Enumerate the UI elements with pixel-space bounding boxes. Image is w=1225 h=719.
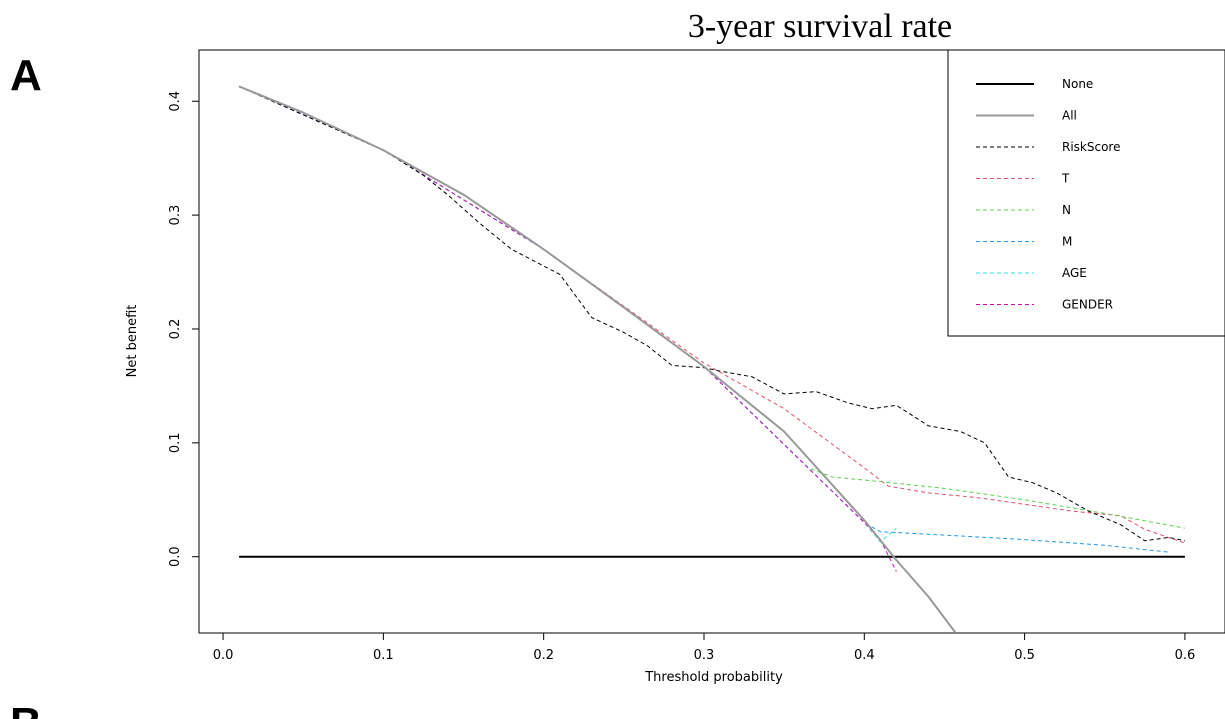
x-tick-label: 0.3: [694, 648, 715, 663]
axes: 0.0 0.1 0.2 0.3 0.4 0.5 0.6 0.0 0.1 0.2 0.3 0.4: [168, 91, 1195, 663]
legend-label-n: N: [1062, 203, 1071, 217]
series-line-age: [238, 85, 897, 543]
plot-lines: [238, 85, 1186, 633]
y-tick-label: 0.2: [168, 319, 183, 340]
y-tick-label: 0.1: [168, 432, 183, 453]
y-axis-label: Net benefit: [125, 305, 140, 378]
panel-label-a: A: [10, 51, 42, 100]
x-axis-label: Threshold probability: [644, 670, 783, 685]
plot-frame: [198, 49, 1225, 634]
x-tick-label: 0.1: [373, 648, 394, 663]
panel-label-b: B: [10, 699, 42, 719]
legend-label-m: M: [1062, 235, 1072, 249]
legend-label-age: AGE: [1062, 266, 1087, 280]
series-line-all: [238, 85, 957, 633]
legend: None All RiskScore T N M AGE GENDER: [947, 49, 1225, 337]
y-tick-label: 0.4: [168, 91, 183, 112]
legend-label-gender: GENDER: [1062, 298, 1113, 312]
legend-label-none: None: [1062, 77, 1093, 91]
y-tick-label: 0.0: [168, 546, 183, 567]
x-tick-label: 0.0: [213, 648, 234, 663]
x-tick-label: 0.2: [533, 648, 554, 663]
chart-title: 3-year survival rate: [688, 8, 952, 45]
legend-label-riskscore: RiskScore: [1062, 140, 1120, 154]
y-tick-label: 0.3: [168, 205, 183, 226]
series-line-gender: [238, 85, 897, 572]
x-tick-label: 0.6: [1175, 648, 1196, 663]
legend-box: [947, 49, 1225, 337]
x-tick-label: 0.4: [854, 648, 875, 663]
legend-label-all: All: [1062, 109, 1077, 123]
x-tick-label: 0.5: [1014, 648, 1035, 663]
legend-label-t: T: [1061, 172, 1070, 186]
